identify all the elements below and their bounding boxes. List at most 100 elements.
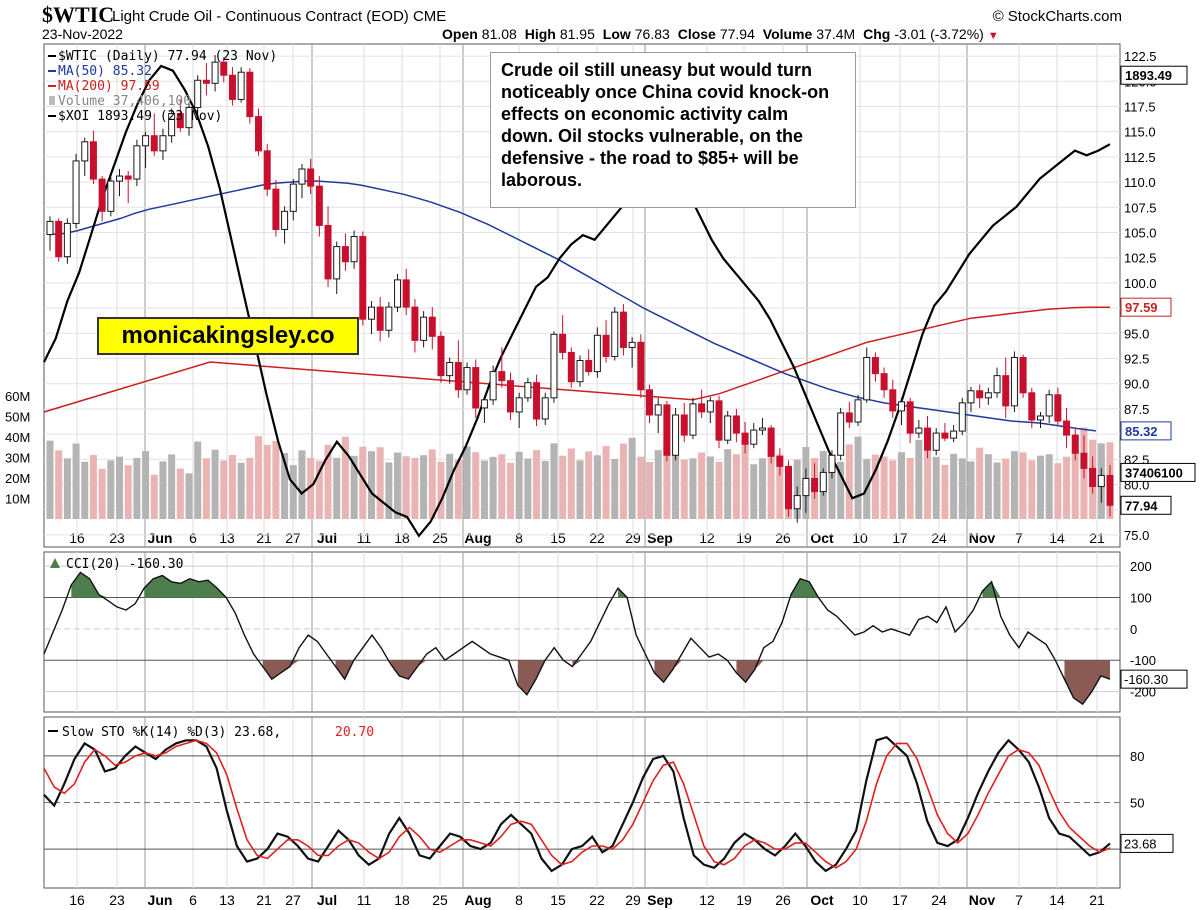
candle-body bbox=[394, 279, 402, 308]
candle-body bbox=[237, 71, 245, 100]
volume-bar bbox=[984, 454, 992, 519]
price-candle bbox=[819, 468, 827, 496]
volume-bar bbox=[646, 462, 654, 519]
volume-bar bbox=[498, 454, 506, 519]
volume-bar bbox=[98, 468, 106, 519]
price-candle bbox=[585, 349, 593, 376]
price-candle bbox=[194, 75, 202, 116]
volume-bar bbox=[315, 460, 323, 519]
sto-x-tick-label: Nov bbox=[969, 892, 996, 908]
candle-body bbox=[1010, 356, 1018, 407]
price-candle bbox=[263, 143, 271, 197]
volume-bar bbox=[228, 455, 236, 519]
sto-x-tick-label: Jul bbox=[317, 892, 337, 908]
volume-bar bbox=[385, 462, 393, 519]
volume-tick-label: 40M bbox=[5, 430, 30, 445]
candle-body bbox=[359, 236, 367, 320]
volume-bar bbox=[732, 454, 740, 519]
sto-x-tick-label: 19 bbox=[736, 892, 752, 908]
price-candle bbox=[602, 320, 610, 363]
price-candle bbox=[967, 386, 975, 412]
price-candle bbox=[124, 171, 132, 204]
volume-bar bbox=[593, 455, 601, 519]
volume-bar bbox=[81, 461, 89, 519]
candle-body bbox=[837, 412, 845, 456]
price-candle bbox=[559, 315, 567, 360]
price-x-tick-label: Jul bbox=[317, 530, 337, 546]
price-candle bbox=[611, 307, 619, 361]
price-candle bbox=[289, 179, 297, 221]
price-candle bbox=[1036, 411, 1044, 429]
volume-bar bbox=[880, 456, 888, 519]
price-candle bbox=[1089, 456, 1097, 494]
candle-body bbox=[524, 382, 532, 399]
price-legend-entry: Volume 37,406,100 bbox=[58, 94, 191, 109]
price-candle bbox=[793, 486, 801, 523]
price-candle bbox=[619, 304, 627, 356]
volume-bar bbox=[350, 455, 358, 519]
volume-bar bbox=[828, 454, 836, 519]
volume-bar bbox=[116, 456, 124, 519]
price-candle bbox=[776, 448, 784, 476]
volume-bar bbox=[706, 456, 714, 519]
sto-x-tick-label: 23 bbox=[109, 892, 125, 908]
candle-body bbox=[498, 371, 506, 382]
price-x-tick-label: 15 bbox=[550, 530, 566, 546]
price-legend-entry: $XOI 1893.49 (23 Nov) bbox=[58, 109, 222, 124]
volume-bar bbox=[150, 474, 158, 519]
volume-bar bbox=[1054, 463, 1062, 519]
candle-body bbox=[541, 397, 549, 420]
symbol: $WTIC bbox=[42, 2, 115, 27]
volume-bar bbox=[480, 460, 488, 519]
price-x-tick-label: 14 bbox=[1049, 530, 1065, 546]
volume-bar bbox=[585, 451, 593, 519]
change-label: Chg bbox=[863, 26, 891, 42]
price-candle bbox=[732, 408, 740, 443]
price-candle bbox=[758, 417, 766, 436]
volume-tick-label: 60M bbox=[5, 389, 30, 404]
price-candle bbox=[524, 377, 532, 402]
candle-body bbox=[159, 135, 167, 152]
volume-bar bbox=[202, 458, 210, 519]
candle-body bbox=[194, 79, 202, 108]
price-candle bbox=[89, 130, 97, 185]
candle-body bbox=[246, 71, 254, 118]
candle-body bbox=[1028, 392, 1036, 421]
close-value: 77.94 bbox=[719, 26, 755, 42]
candle-body bbox=[446, 362, 454, 377]
price-y-tick-label: 92.5 bbox=[1124, 352, 1149, 367]
volume-bar bbox=[246, 457, 254, 519]
volume-label: Volume bbox=[762, 26, 813, 42]
price-candle bbox=[706, 396, 714, 424]
candle-body bbox=[1019, 356, 1027, 394]
price-x-tick-label: Aug bbox=[464, 530, 491, 546]
price-legend-entry: MA(200) 97.59 bbox=[58, 79, 160, 94]
sto-x-tick-label: 14 bbox=[1049, 892, 1065, 908]
price-x-tick-label: 16 bbox=[69, 530, 85, 546]
price-x-tick-label: Sep bbox=[647, 530, 673, 546]
right-value-label: 85.32 bbox=[1125, 424, 1158, 439]
volume-bar bbox=[194, 441, 202, 519]
right-value-box bbox=[1120, 297, 1172, 317]
candle-body bbox=[984, 392, 992, 399]
price-candle bbox=[767, 425, 775, 464]
price-x-tick-label: 13 bbox=[219, 530, 235, 546]
candle-body bbox=[263, 150, 271, 190]
volume-bar bbox=[333, 457, 341, 519]
candle-body bbox=[845, 412, 853, 423]
price-candle bbox=[576, 355, 584, 387]
sto-x-tick-label: 10 bbox=[852, 892, 868, 908]
change-down-icon: ▼ bbox=[987, 30, 999, 42]
volume-bar bbox=[237, 462, 245, 519]
candle-body bbox=[133, 145, 141, 180]
volume-bar bbox=[871, 454, 879, 519]
website-banner[interactable]: monicakingsley.co bbox=[97, 317, 359, 355]
price-candle bbox=[420, 311, 428, 348]
change-value: -3.01 (-3.72%) bbox=[894, 26, 984, 42]
candle-body bbox=[828, 454, 836, 473]
price-candle bbox=[376, 297, 384, 342]
sto-legend-d: 20.70 bbox=[335, 725, 374, 740]
volume-bar bbox=[124, 465, 132, 519]
price-x-tick-label: 8 bbox=[515, 530, 523, 546]
price-x-tick-label: 26 bbox=[775, 530, 791, 546]
